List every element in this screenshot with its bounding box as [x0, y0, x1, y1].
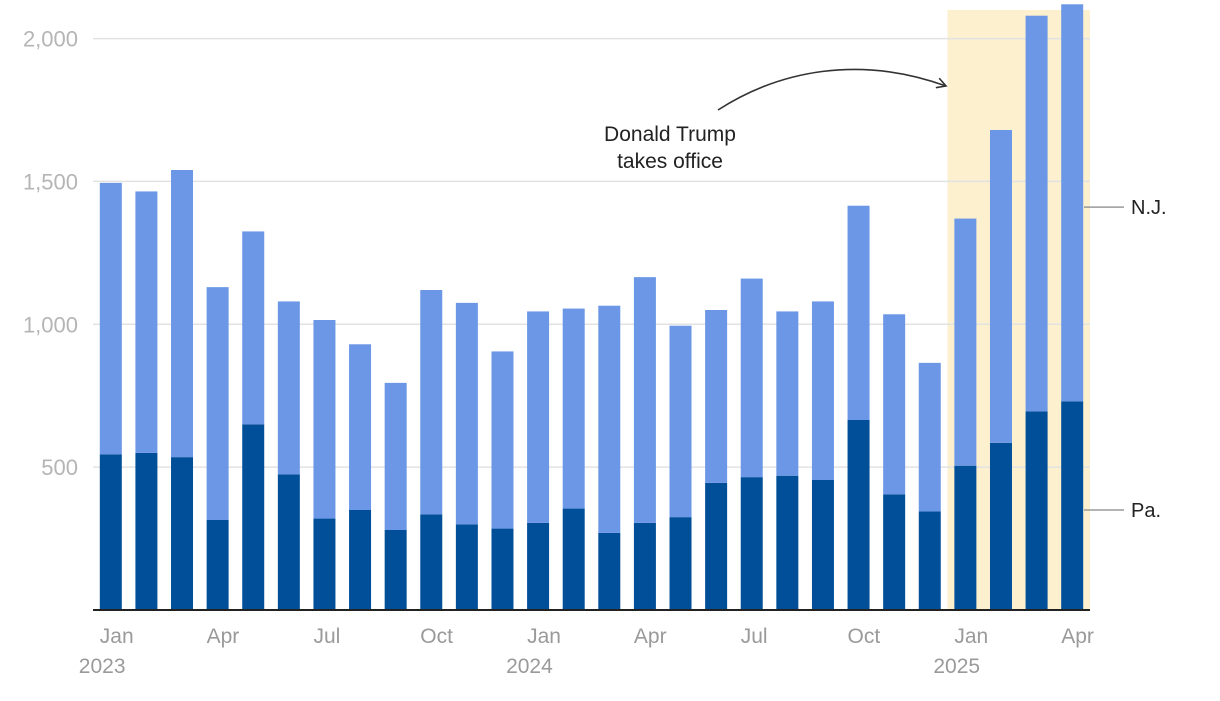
annotation-arrow [717, 68, 948, 111]
bar-pa-2023-03 [171, 457, 194, 610]
bar-nj-2023-06 [277, 301, 300, 475]
annotation-line-1: Donald Trump [604, 123, 736, 146]
series-label: N.J. [1131, 197, 1167, 219]
bar-nj-2024-07 [740, 278, 763, 478]
annotation-line-2: takes office [617, 150, 723, 173]
x-tick-label: Jan [954, 625, 988, 648]
bar-nj-2023-10 [420, 290, 443, 515]
bar-pa-2023-04 [206, 520, 229, 610]
x-year-label: 2024 [506, 655, 553, 678]
bar-pa-2025-03 [1025, 411, 1048, 610]
y-tick-label: 2,000 [23, 27, 78, 52]
bar-pa-2023-05 [242, 424, 265, 610]
bar-nj-2025-02 [989, 130, 1012, 443]
bar-nj-2023-01 [99, 182, 122, 455]
bar-pa-2023-02 [135, 452, 158, 610]
bar-pa-2023-08 [349, 510, 372, 610]
x-tick-label: Jan [527, 625, 561, 648]
bar-nj-2023-12 [491, 351, 514, 529]
bar-pa-2024-09 [811, 480, 834, 610]
bar-nj-2023-08 [349, 344, 372, 510]
x-tick-label: Oct [420, 625, 453, 648]
bar-pa-2023-12 [491, 528, 514, 610]
bar-nj-2024-12 [918, 362, 941, 512]
x-tick-label: Jan [100, 625, 134, 648]
x-tick-label: Oct [848, 625, 881, 648]
bar-nj-2023-09 [384, 382, 407, 530]
x-tick-label: Jul [313, 625, 340, 648]
bar-pa-2025-02 [989, 442, 1012, 610]
bar-nj-2024-08 [776, 311, 799, 476]
bar-nj-2024-09 [811, 301, 834, 480]
x-tick-label: Jul [741, 625, 768, 648]
bar-nj-2024-06 [705, 310, 728, 483]
bar-pa-2025-01 [954, 465, 977, 610]
bar-nj-2023-02 [135, 191, 158, 453]
bar-nj-2024-02 [562, 308, 585, 509]
bar-nj-2024-03 [598, 305, 621, 533]
annotation: Donald Trump takes office [604, 68, 948, 173]
series-label: Pa. [1131, 500, 1161, 522]
bar-pa-2024-08 [776, 475, 799, 610]
series-labels: N.J. Pa. [1084, 197, 1167, 522]
bar-nj-2024-01 [527, 311, 550, 523]
bar-nj-2025-01 [954, 218, 977, 466]
bar-pa-2024-07 [740, 477, 763, 610]
x-tick-label: Apr [1061, 625, 1094, 648]
bar-pa-2023-09 [384, 530, 407, 610]
bar-nj-2025-04 [1061, 4, 1084, 402]
bar-nj-2023-04 [206, 287, 229, 520]
bar-nj-2023-03 [171, 170, 194, 458]
bar-pa-2023-11 [455, 524, 478, 610]
bar-pa-2023-01 [99, 454, 122, 610]
bar-nj-2023-05 [242, 231, 265, 425]
bar-pa-2025-04 [1061, 401, 1084, 610]
bar-pa-2024-12 [918, 511, 941, 610]
bar-nj-2023-07 [313, 320, 336, 519]
x-year-label: 2025 [933, 655, 980, 678]
x-tick-label: Apr [207, 625, 240, 648]
y-tick-label: 1,000 [23, 312, 78, 337]
bar-pa-2024-05 [669, 517, 692, 610]
axes: 2,000 1,500 1,000 500 Jan Apr Jul Oct Jan Apr Jul O… [23, 27, 1094, 678]
bar-nj-2024-04 [633, 277, 656, 523]
bars [99, 4, 1084, 610]
x-tick-label: Apr [634, 625, 667, 648]
bar-pa-2023-07 [313, 518, 336, 610]
bar-nj-2023-11 [455, 302, 478, 525]
bar-nj-2024-10 [847, 205, 870, 420]
bar-pa-2024-04 [633, 522, 656, 610]
bar-pa-2024-06 [705, 482, 728, 610]
bar-pa-2023-06 [277, 474, 300, 610]
y-tick-label: 500 [41, 455, 78, 480]
bar-pa-2024-01 [527, 522, 550, 610]
bar-pa-2024-03 [598, 532, 621, 610]
bar-nj-2024-11 [883, 314, 906, 495]
bar-pa-2024-10 [847, 420, 870, 610]
bar-pa-2024-02 [562, 508, 585, 610]
bar-nj-2025-03 [1025, 15, 1048, 412]
bar-pa-2024-11 [883, 494, 906, 610]
bar-pa-2023-10 [420, 514, 443, 610]
y-tick-label: 1,500 [23, 169, 78, 194]
x-year-label: 2023 [79, 655, 126, 678]
bar-nj-2024-05 [669, 325, 692, 518]
